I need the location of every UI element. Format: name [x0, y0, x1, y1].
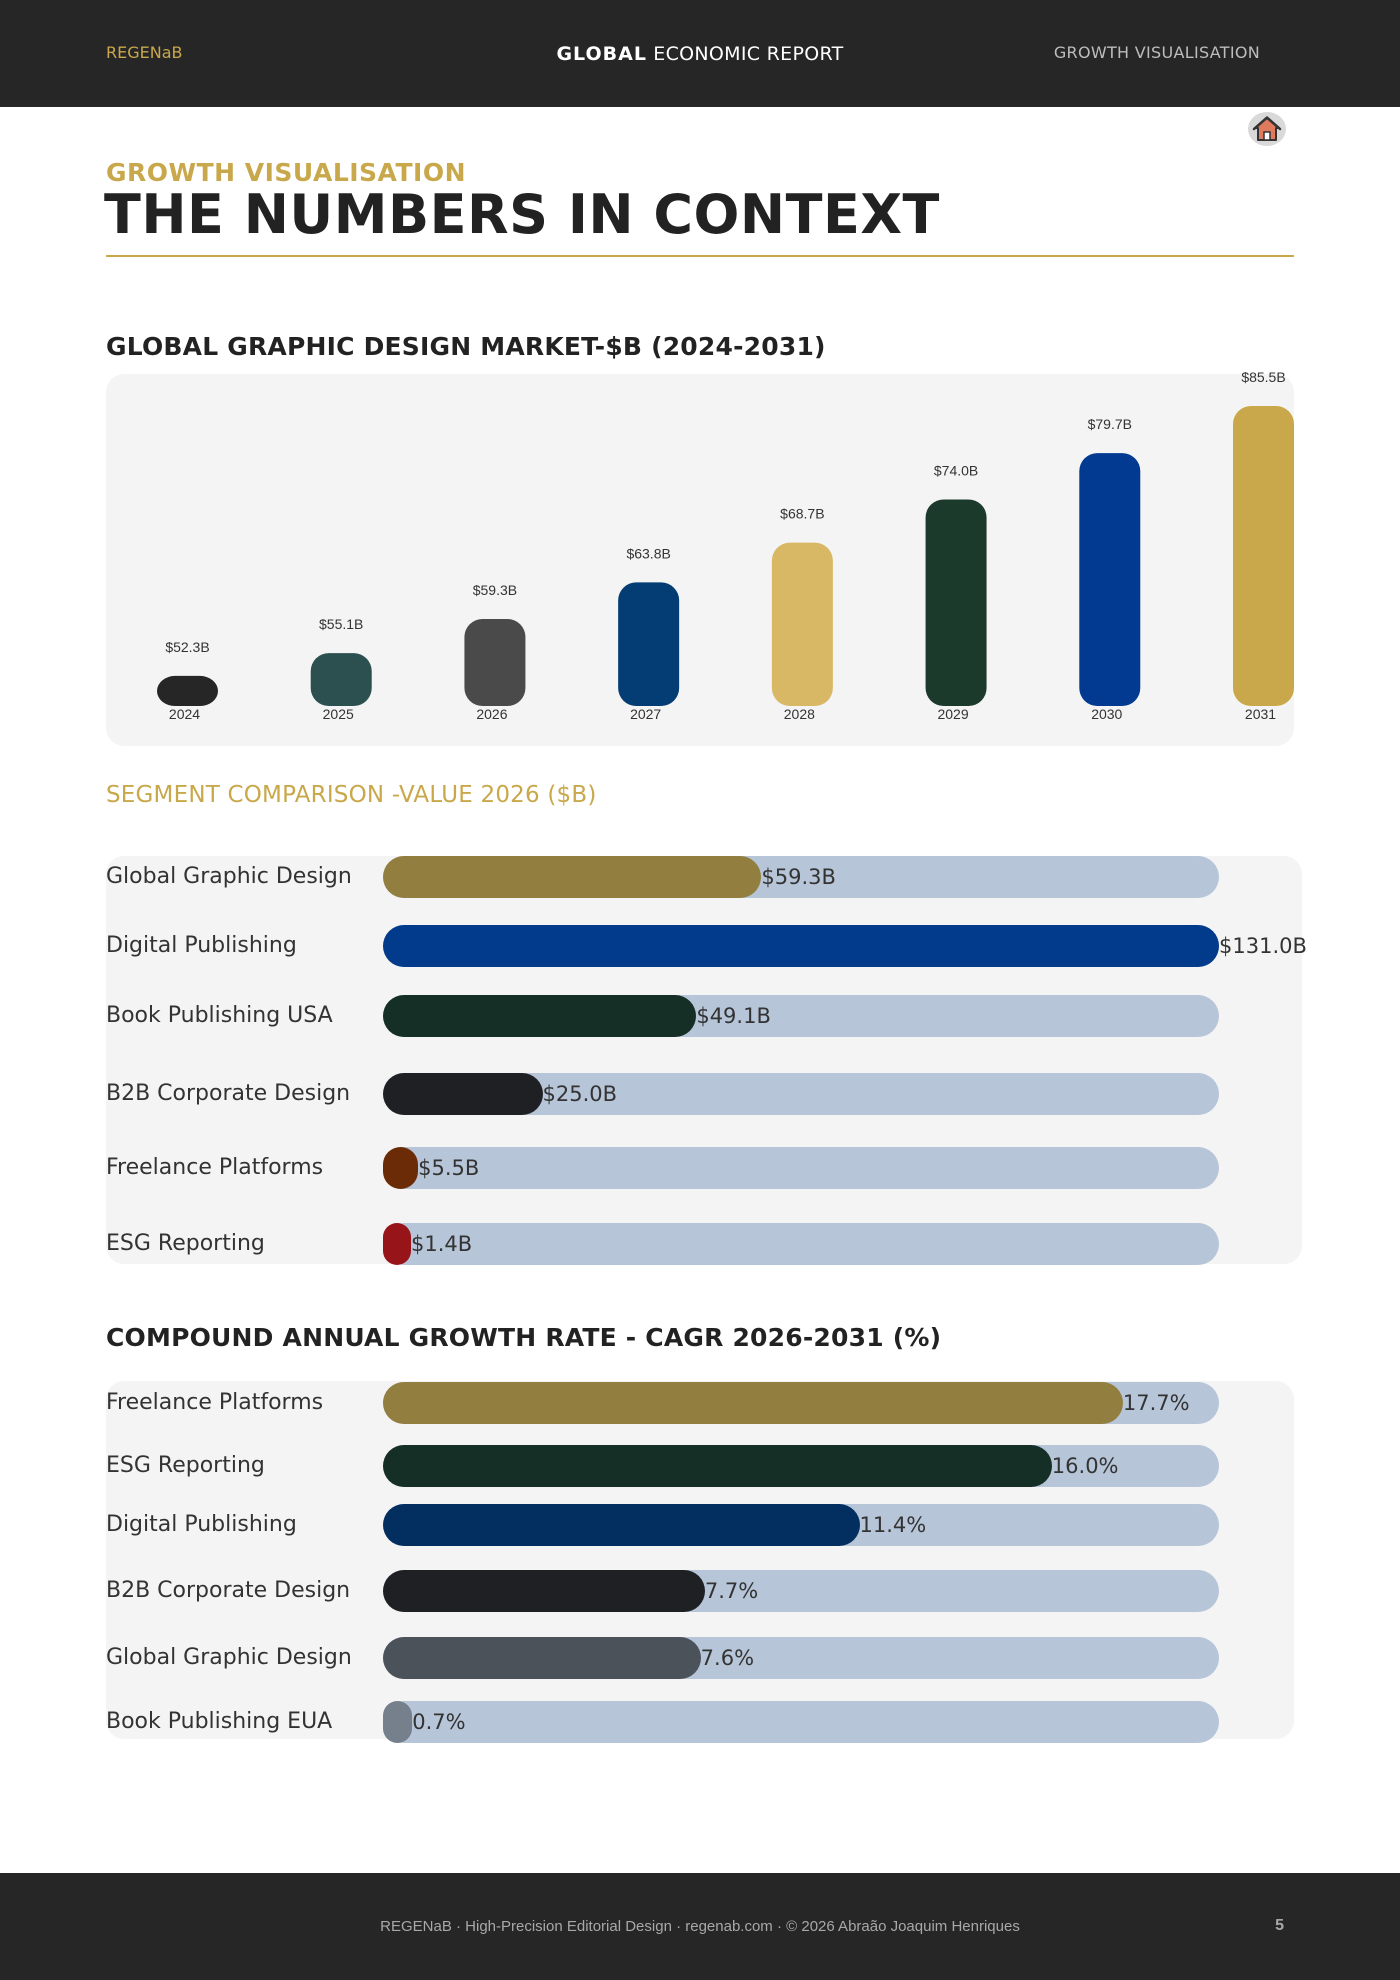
cagr-bar-track: 7.7%: [383, 1570, 1219, 1612]
x-tick-label: 2031: [1245, 706, 1276, 722]
bar-2030: [1079, 453, 1141, 706]
market-bar-chart: $52.3B 2024 $55.1B 2025 $59.3B 2026 $63.8B 2027…: [157, 369, 1294, 722]
header-section-name: GROWTH VISUALISATION: [1053, 43, 1260, 62]
segment-bar: [383, 995, 697, 1037]
market-chart-title: GLOBAL GRAPHIC DESIGN MARKET-$B (2024-20…: [106, 332, 826, 361]
cagr-row-label: ESG Reporting: [106, 1453, 265, 1478]
segment-bar: [383, 1147, 419, 1189]
bar-value-label: $79.7B: [1088, 416, 1132, 432]
cagr-row-label: B2B Corporate Design: [106, 1578, 351, 1603]
segment-bar-track: $131.0B: [383, 925, 1307, 967]
footer-credits: REGENaB · High-Precision Editorial Desig…: [380, 1918, 1020, 1935]
x-tick-label: 2027: [630, 706, 661, 722]
home-button[interactable]: [1248, 112, 1286, 146]
report-title-rest: ECONOMIC REPORT: [653, 43, 844, 65]
segment-bar: [383, 856, 762, 898]
x-tick-label: 2029: [937, 706, 968, 722]
cagr-value-label: 17.7%: [1122, 1391, 1190, 1415]
cagr-bar-track: 17.7%: [383, 1382, 1219, 1424]
segment-bar-track: $49.1B: [383, 995, 1219, 1037]
cagr-bar: [383, 1637, 701, 1679]
bar-value-label: $68.7B: [780, 506, 824, 522]
cagr-value-label: 11.4%: [859, 1513, 927, 1537]
bar-2024: [157, 675, 218, 706]
page-footer: REGENaB · High-Precision Editorial Desig…: [0, 1873, 1400, 1980]
segment-row-label: B2B Corporate Design: [106, 1081, 351, 1106]
segment-value-label: $59.3B: [761, 865, 836, 889]
home-icon: [1252, 116, 1282, 141]
cagr-value-label: 7.7%: [704, 1579, 759, 1603]
brand-name: REGENaB: [106, 43, 183, 62]
bar-value-label: $63.8B: [626, 545, 670, 561]
segment-row-label: ESG Reporting: [106, 1231, 265, 1256]
x-tick-label: 2024: [169, 706, 200, 722]
cagr-bar: [383, 1570, 705, 1612]
segment-row-label: Freelance Platforms: [106, 1155, 324, 1180]
x-tick-label: 2030: [1091, 706, 1122, 722]
report-title-bold: GLOBAL: [556, 43, 647, 65]
segment-row-label: Book Publishing USA: [106, 1003, 333, 1028]
cagr-value-label: 0.7%: [412, 1710, 466, 1734]
cagr-bar-track: 0.7%: [383, 1701, 1219, 1743]
segment-value-label: $1.4B: [411, 1232, 473, 1256]
bar-2029: [925, 499, 987, 706]
segment-value-label: $131.0B: [1219, 934, 1307, 958]
cagr-row-label: Book Publishing EUA: [106, 1709, 333, 1734]
segment-chart-panel: [106, 856, 1302, 1264]
page-title: THE NUMBERS IN CONTEXT: [104, 183, 940, 246]
segment-chart-title: SEGMENT COMPARISON -VALUE 2026 ($B): [106, 782, 597, 808]
cagr-bar: [383, 1382, 1123, 1424]
segment-row-label: Digital Publishing: [106, 933, 297, 958]
page-number: 5: [1275, 1917, 1284, 1934]
segment-value-label: $25.0B: [542, 1082, 618, 1106]
cagr-value-label: 16.0%: [1051, 1454, 1119, 1478]
bar-2028: [771, 542, 833, 706]
cagr-chart-panel: [106, 1381, 1294, 1739]
cagr-bar: [383, 1504, 860, 1546]
x-tick-label: 2026: [476, 706, 507, 722]
bar-value-label: $85.5B: [1241, 369, 1285, 385]
bar-2031: [1233, 406, 1294, 706]
cagr-value-label: 7.6%: [700, 1646, 755, 1670]
bar-value-label: $74.0B: [934, 462, 978, 478]
x-tick-label: 2028: [784, 706, 815, 722]
cagr-row-label: Global Graphic Design: [106, 1645, 352, 1670]
segment-bar-track: $25.0B: [383, 1073, 1219, 1115]
cagr-chart-title: COMPOUND ANNUAL GROWTH RATE - CAGR 2026-…: [106, 1323, 942, 1352]
cagr-row-label: Freelance Platforms: [106, 1390, 324, 1415]
cagr-bar: [383, 1445, 1052, 1487]
segment-value-label: $49.1B: [696, 1004, 771, 1028]
report-title: GLOBAL ECONOMIC REPORT: [0, 43, 1400, 65]
report-header: REGENaB GLOBAL ECONOMIC REPORT GROWTH VI…: [0, 0, 1400, 107]
bar-value-label: $52.3B: [165, 639, 209, 655]
segment-row-label: Global Graphic Design: [106, 864, 352, 889]
segment-value-label: $5.5B: [418, 1156, 480, 1180]
segment-bar-track: $59.3B: [383, 856, 1219, 898]
cagr-bar-track: 16.0%: [383, 1445, 1219, 1487]
title-divider: [106, 255, 1294, 257]
x-tick-label: 2025: [323, 706, 354, 722]
cagr-row-label: Digital Publishing: [106, 1512, 297, 1537]
segment-bar-track: $5.5B: [383, 1147, 1219, 1189]
cagr-bar-track: 11.4%: [383, 1504, 1219, 1546]
segment-bar-track: $1.4B: [383, 1223, 1219, 1265]
cagr-bar: [383, 1701, 413, 1743]
cagr-bar-track: 7.6%: [383, 1637, 1219, 1679]
bar-2025: [310, 653, 372, 706]
segment-bar: [383, 925, 1219, 967]
page-kicker: GROWTH VISUALISATION: [106, 158, 466, 187]
bar-value-label: $55.1B: [319, 616, 363, 632]
segment-bar: [383, 1223, 411, 1265]
bar-value-label: $59.3B: [473, 582, 517, 598]
bar-2026: [464, 619, 526, 706]
segment-bar: [383, 1073, 543, 1115]
bar-2027: [618, 582, 680, 706]
